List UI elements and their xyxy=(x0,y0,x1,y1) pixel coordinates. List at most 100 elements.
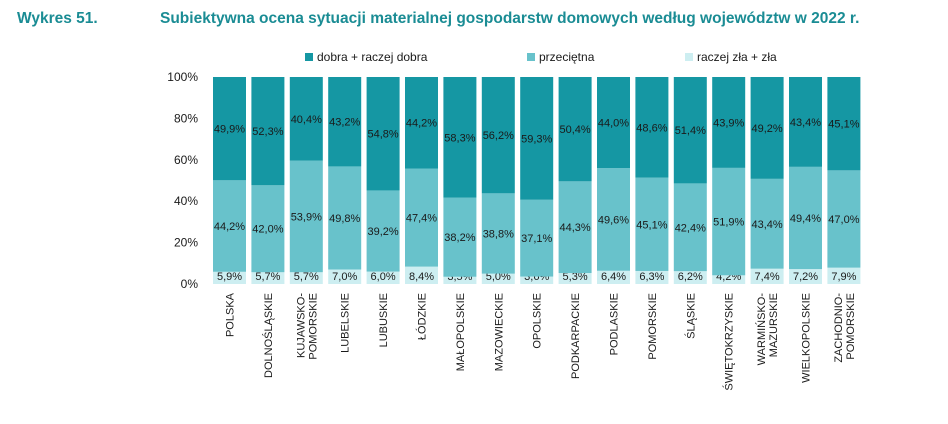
data-label: 42,4% xyxy=(675,222,706,234)
bar-segment xyxy=(635,270,669,284)
x-tick-label: ŚWIĘTOKRZYSKIE xyxy=(723,293,736,391)
legend-swatch xyxy=(305,53,313,61)
bar-segment xyxy=(213,77,246,181)
x-tick-label: WARMIŃSKO-MAZURSKIE xyxy=(755,293,780,366)
x-tick-label: LUBELSKIE xyxy=(340,293,352,353)
bars: 5,9% 44,2% 49,9% 5,7% 42,0% 52,3% 5,7% 53,9% 40,… xyxy=(213,77,861,284)
data-label: 54,8% xyxy=(367,129,398,141)
data-label: 53,9% xyxy=(291,211,322,223)
data-label: 49,2% xyxy=(751,123,782,135)
bar-segment xyxy=(251,272,285,284)
bar-segment xyxy=(673,271,707,284)
y-tick-label: 100% xyxy=(167,70,198,84)
legend-swatch xyxy=(685,53,693,61)
data-label: 6,2% xyxy=(678,271,703,283)
data-label: 37,1% xyxy=(521,233,552,245)
data-label: 40,4% xyxy=(291,114,322,126)
bar-segment xyxy=(213,180,246,272)
legend-swatch xyxy=(527,53,535,61)
data-label: 8,4% xyxy=(409,271,434,283)
data-label: 6,3% xyxy=(639,271,664,283)
y-tick-label: 60% xyxy=(174,153,198,167)
figure-number: Wykres 51. xyxy=(17,10,98,27)
data-label: 7,4% xyxy=(755,271,780,283)
data-label: 7,0% xyxy=(332,271,357,283)
data-label: 5,7% xyxy=(294,271,319,283)
data-label: 49,8% xyxy=(329,213,360,225)
bar-segment xyxy=(750,77,784,179)
bar-segment xyxy=(750,268,784,284)
bar-segment xyxy=(520,199,554,277)
x-tick-label: PODKARPACKIE xyxy=(570,293,582,379)
data-label: 43,4% xyxy=(790,117,821,129)
bar-segment xyxy=(289,272,323,284)
data-label: 50,4% xyxy=(559,124,590,136)
data-label: 52,3% xyxy=(252,126,283,138)
bar-segment xyxy=(558,273,592,284)
bar-segment xyxy=(405,168,438,267)
bar-segment xyxy=(789,166,822,270)
bar-segment xyxy=(366,271,400,284)
bar-segment xyxy=(251,185,285,273)
bar-segment xyxy=(289,160,323,273)
x-tick-label: DOLNOŚLĄSKIE xyxy=(262,293,275,378)
data-label: 44,3% xyxy=(559,222,590,234)
bar-segment xyxy=(366,77,400,191)
bar-segment xyxy=(443,276,477,284)
x-tick-label: KUJAWSKO-POMORSKIE xyxy=(295,293,319,360)
data-label: 5,0% xyxy=(486,271,511,283)
bar-segment xyxy=(443,197,477,277)
bar-segment xyxy=(635,77,669,178)
bar-segment xyxy=(328,77,362,167)
data-label: 51,9% xyxy=(713,217,744,229)
x-tick-label: PODLASKIE xyxy=(609,293,621,355)
data-label: 43,4% xyxy=(751,219,782,231)
x-tick-label: ŁÓDZKIE xyxy=(416,293,429,340)
bar-segment xyxy=(481,273,515,284)
data-label: 51,4% xyxy=(675,125,706,137)
bar-segment xyxy=(481,193,515,274)
bar-segment xyxy=(251,77,285,186)
bar-segment xyxy=(328,269,362,284)
data-label: 48,6% xyxy=(636,122,667,134)
data-label: 5,7% xyxy=(255,271,280,283)
bar-segment xyxy=(558,77,592,182)
data-label: 44,2% xyxy=(214,221,245,233)
data-label: 47,0% xyxy=(828,214,859,226)
legend-label: raczej zła + zła xyxy=(697,50,777,64)
x-tick-label: POMORSKIE xyxy=(647,293,659,360)
bar-segment xyxy=(597,168,630,271)
bar-segment xyxy=(405,266,438,284)
bar-segment xyxy=(827,77,861,171)
data-label: 59,3% xyxy=(521,133,552,145)
bar-segment xyxy=(712,275,746,284)
bar-segment xyxy=(750,178,784,269)
data-label: 44,0% xyxy=(598,118,629,130)
data-label: 6,0% xyxy=(371,271,396,283)
bar-segment xyxy=(443,77,477,198)
bar-segment xyxy=(597,270,630,284)
data-label: 49,6% xyxy=(598,214,629,226)
bar-segment xyxy=(405,77,438,169)
y-tick-label: 40% xyxy=(174,194,198,208)
data-label: 56,2% xyxy=(483,130,514,142)
x-axis: POLSKA DOLNOŚLĄSKIE KUJAWSKO-POMORSKIE LUBE… xyxy=(225,292,857,390)
x-tick-label: LUBUSKIE xyxy=(378,293,390,347)
bar-segment xyxy=(366,190,400,272)
legend-label: dobra + raczej dobra xyxy=(317,50,428,64)
bar-segment xyxy=(597,77,630,169)
x-tick-label: MAŁOPOLSKIE xyxy=(455,293,467,371)
x-tick-label: MAZOWIECKIE xyxy=(493,293,505,371)
bar-segment xyxy=(673,77,707,184)
data-label: 47,4% xyxy=(406,213,437,225)
y-axis: 0% 20% 40% 60% 80% 100% xyxy=(167,70,198,291)
chart-title: Subiektywna ocena sytuacji materialnej g… xyxy=(160,10,860,27)
data-label: 43,2% xyxy=(329,117,360,129)
bar-segment xyxy=(520,77,554,200)
bar-segment xyxy=(328,166,362,270)
bar-segment xyxy=(289,77,323,161)
bar-segment xyxy=(827,170,861,268)
data-label: 42,0% xyxy=(252,224,283,236)
data-label: 43,9% xyxy=(713,117,744,129)
data-label: 45,1% xyxy=(828,119,859,131)
